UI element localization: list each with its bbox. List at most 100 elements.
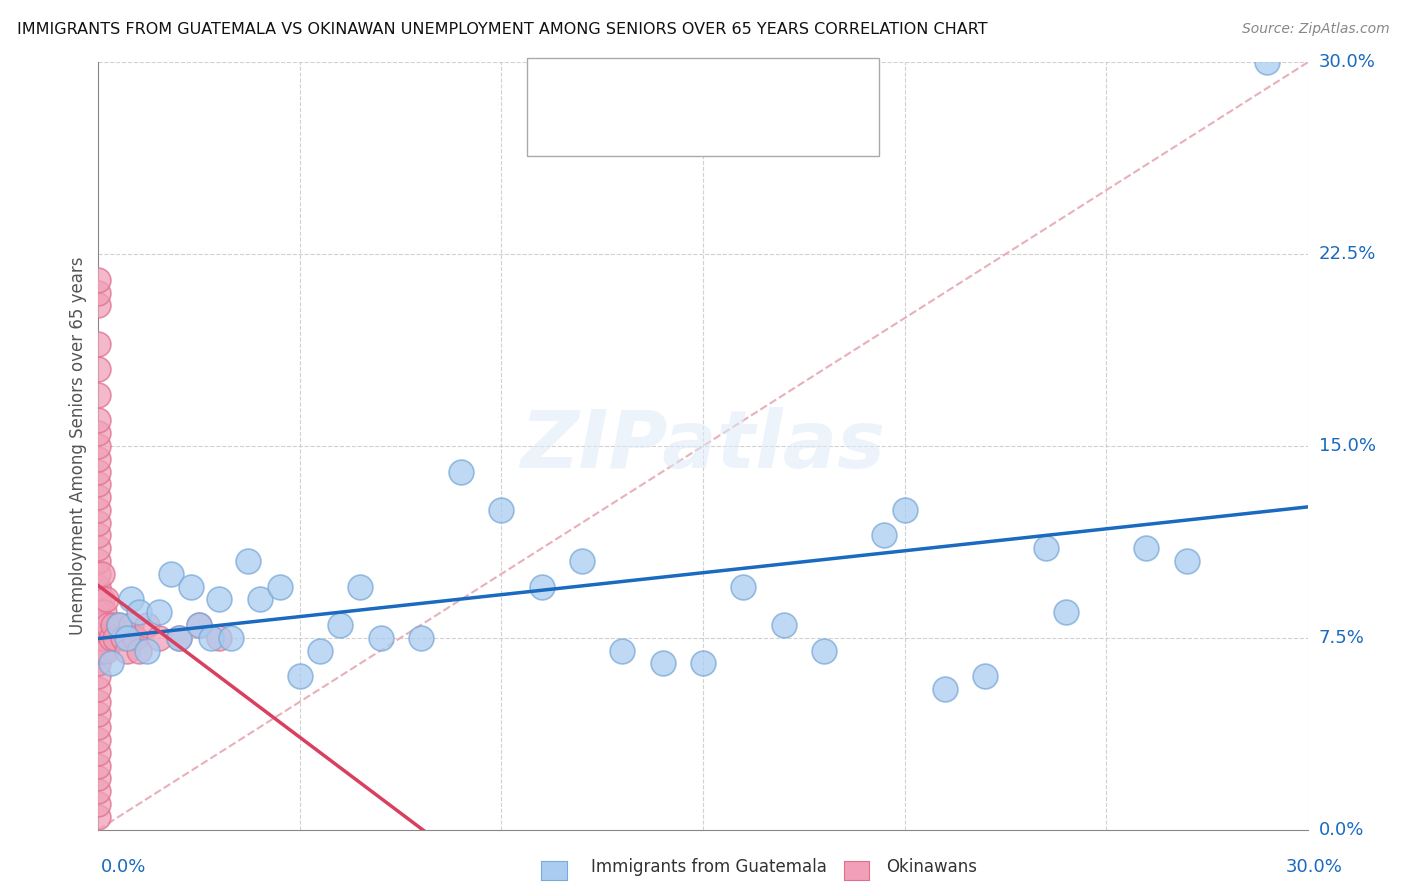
Point [733, 580, 755, 594]
Point [87, 618, 110, 632]
Point [87, 528, 110, 542]
Point [115, 643, 138, 657]
Text: R = 0.077   N = 61: R = 0.077 N = 61 [583, 114, 768, 132]
Point [128, 643, 150, 657]
Point [87, 772, 110, 786]
Point [120, 592, 142, 607]
Point [87, 273, 110, 287]
Point [87, 707, 110, 722]
Point [87, 681, 110, 696]
Point [200, 631, 222, 645]
Text: IMMIGRANTS FROM GUATEMALA VS OKINAWAN UNEMPLOYMENT AMONG SENIORS OVER 65 YEARS C: IMMIGRANTS FROM GUATEMALA VS OKINAWAN UN… [17, 22, 987, 37]
Point [221, 631, 243, 645]
Point [87, 631, 110, 645]
Point [1054, 605, 1077, 619]
Point [893, 503, 915, 517]
Point [87, 541, 110, 556]
Point [813, 643, 835, 657]
Point [87, 720, 110, 734]
Point [93, 605, 115, 619]
Text: 22.5%: 22.5% [1319, 245, 1376, 263]
Text: Okinawans: Okinawans [886, 858, 977, 876]
Point [87, 669, 110, 683]
Point [87, 516, 110, 530]
Text: R = 0.673   N = 42: R = 0.673 N = 42 [583, 77, 768, 95]
Point [309, 643, 332, 657]
Point [148, 605, 170, 619]
Text: 30.0%: 30.0% [1319, 54, 1375, 71]
Point [288, 669, 311, 683]
Point [87, 643, 110, 657]
Text: Source: ZipAtlas.com: Source: ZipAtlas.com [1241, 22, 1389, 37]
Point [167, 631, 190, 645]
Point [87, 503, 110, 517]
Point [1135, 541, 1157, 556]
Point [87, 439, 110, 453]
Point [87, 657, 110, 671]
Point [87, 746, 110, 760]
Text: ZIPatlas: ZIPatlas [520, 407, 886, 485]
Point [135, 643, 157, 657]
Point [370, 631, 392, 645]
Point [87, 810, 110, 824]
Y-axis label: Unemployment Among Seniors over 65 years: Unemployment Among Seniors over 65 years [69, 257, 87, 635]
Point [530, 580, 553, 594]
Text: 0.0%: 0.0% [101, 858, 146, 876]
Point [100, 631, 122, 645]
Point [160, 566, 183, 581]
Text: 7.5%: 7.5% [1319, 629, 1365, 647]
Point [87, 605, 110, 619]
Point [111, 631, 134, 645]
Point [208, 631, 231, 645]
Point [91, 643, 114, 657]
Point [612, 643, 634, 657]
Point [167, 631, 190, 645]
Point [87, 336, 110, 351]
Point [103, 631, 125, 645]
Point [873, 528, 896, 542]
Point [93, 631, 115, 645]
Point [87, 451, 110, 466]
Point [87, 733, 110, 747]
Point [87, 797, 110, 811]
Point [1175, 554, 1198, 568]
Point [135, 618, 157, 632]
Point [87, 362, 110, 376]
Text: 15.0%: 15.0% [1319, 437, 1375, 455]
Point [87, 388, 110, 402]
Point [96, 592, 118, 607]
Point [571, 554, 593, 568]
Point [101, 618, 124, 632]
Point [87, 592, 110, 607]
Text: 30.0%: 30.0% [1286, 858, 1343, 876]
Point [87, 426, 110, 441]
Point [692, 657, 714, 671]
Point [87, 784, 110, 798]
Point [349, 580, 371, 594]
Point [188, 618, 211, 632]
Point [107, 618, 129, 632]
Point [91, 592, 114, 607]
Point [128, 605, 150, 619]
Point [772, 618, 794, 632]
Point [188, 618, 211, 632]
Point [491, 503, 513, 517]
Point [651, 657, 673, 671]
Point [87, 490, 110, 504]
Point [97, 618, 120, 632]
Point [115, 631, 138, 645]
Point [107, 618, 129, 632]
Point [87, 566, 110, 581]
Point [87, 477, 110, 491]
Point [124, 631, 146, 645]
Point [409, 631, 432, 645]
Point [91, 618, 114, 632]
Point [208, 592, 231, 607]
Point [87, 758, 110, 772]
Text: 0.0%: 0.0% [1319, 821, 1364, 838]
Point [120, 618, 142, 632]
Point [91, 566, 114, 581]
Point [974, 669, 997, 683]
Point [87, 695, 110, 709]
Point [1256, 55, 1278, 70]
